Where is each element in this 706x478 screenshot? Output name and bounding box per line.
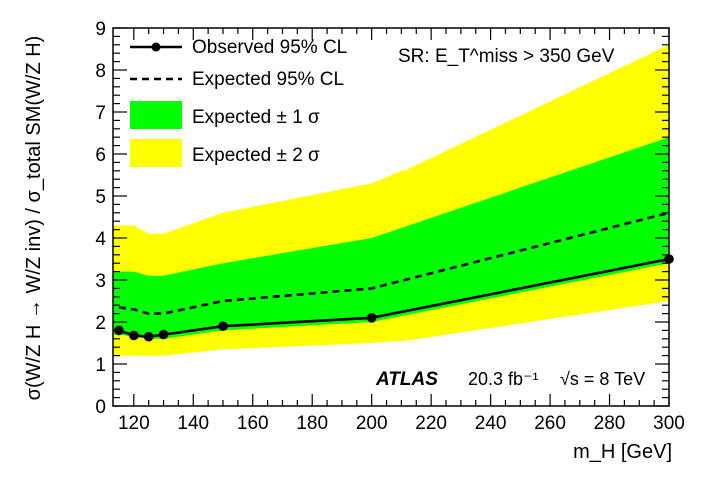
x-tick-label: 120 [118,413,150,434]
energy-label: √s = 8 TeV [560,369,645,389]
x-tick-label: 140 [177,413,209,434]
y-tick-label: 1 [95,355,106,376]
x-tick-label: 180 [296,413,328,434]
legend-observed-marker [151,42,161,52]
legend-1sigma-label: Expected ± 1 σ [192,107,320,128]
legend-2sigma-label: Expected ± 2 σ [192,145,320,166]
x-tick-label: 280 [594,413,626,434]
observed-point [158,329,169,340]
y-tick-label: 5 [95,187,106,208]
x-tick-label: 240 [475,413,507,434]
band-1sigma [113,137,669,339]
expected-limit-line [118,211,669,315]
x-tick-label: 260 [534,413,566,434]
atlas-label: ATLAS [375,369,438,390]
y-tick-label: 4 [95,229,106,250]
legend-1sigma-swatch [130,101,182,129]
legend: Observed 95% CL Expected 95% CL Expected… [130,37,347,167]
observed-point [143,331,154,342]
legend-2sigma-swatch [130,139,182,167]
y-tick-label: 2 [95,313,106,334]
axis-tick-labels: 120 140 160 180 200 220 240 260 280 300 0 1 2 3 4 5 6 7 8 9 [95,19,684,434]
plot-frame [112,27,670,407]
x-axis-title: m_H [GeV] [573,441,672,463]
x-tick-label: 300 [653,413,685,434]
x-tick-label: 160 [237,413,269,434]
axis-ticks [113,27,670,407]
uncertainty-bands [113,44,669,356]
y-tick-label: 9 [95,19,106,40]
luminosity-label: 20.3 fb⁻¹ [468,369,539,389]
signal-region-label: SR: E_T^miss > 350 GeV [398,46,615,67]
x-tick-label: 220 [415,413,447,434]
legend-expected-label: Expected 95% CL [192,69,344,90]
y-tick-label: 7 [95,103,106,124]
x-tick-label: 200 [356,413,388,434]
legend-observed-label: Observed 95% CL [192,37,347,58]
y-tick-label: 8 [95,61,106,82]
y-tick-label: 3 [95,271,106,292]
observed-point [366,313,377,323]
y-axis-title: σ(W/Z H → W/Z inv) / σ_total SM(W/Z H) [23,36,45,401]
observed-point [129,330,139,341]
y-tick-label: 0 [95,397,106,418]
observed-point [218,321,228,332]
y-tick-label: 6 [95,145,106,166]
